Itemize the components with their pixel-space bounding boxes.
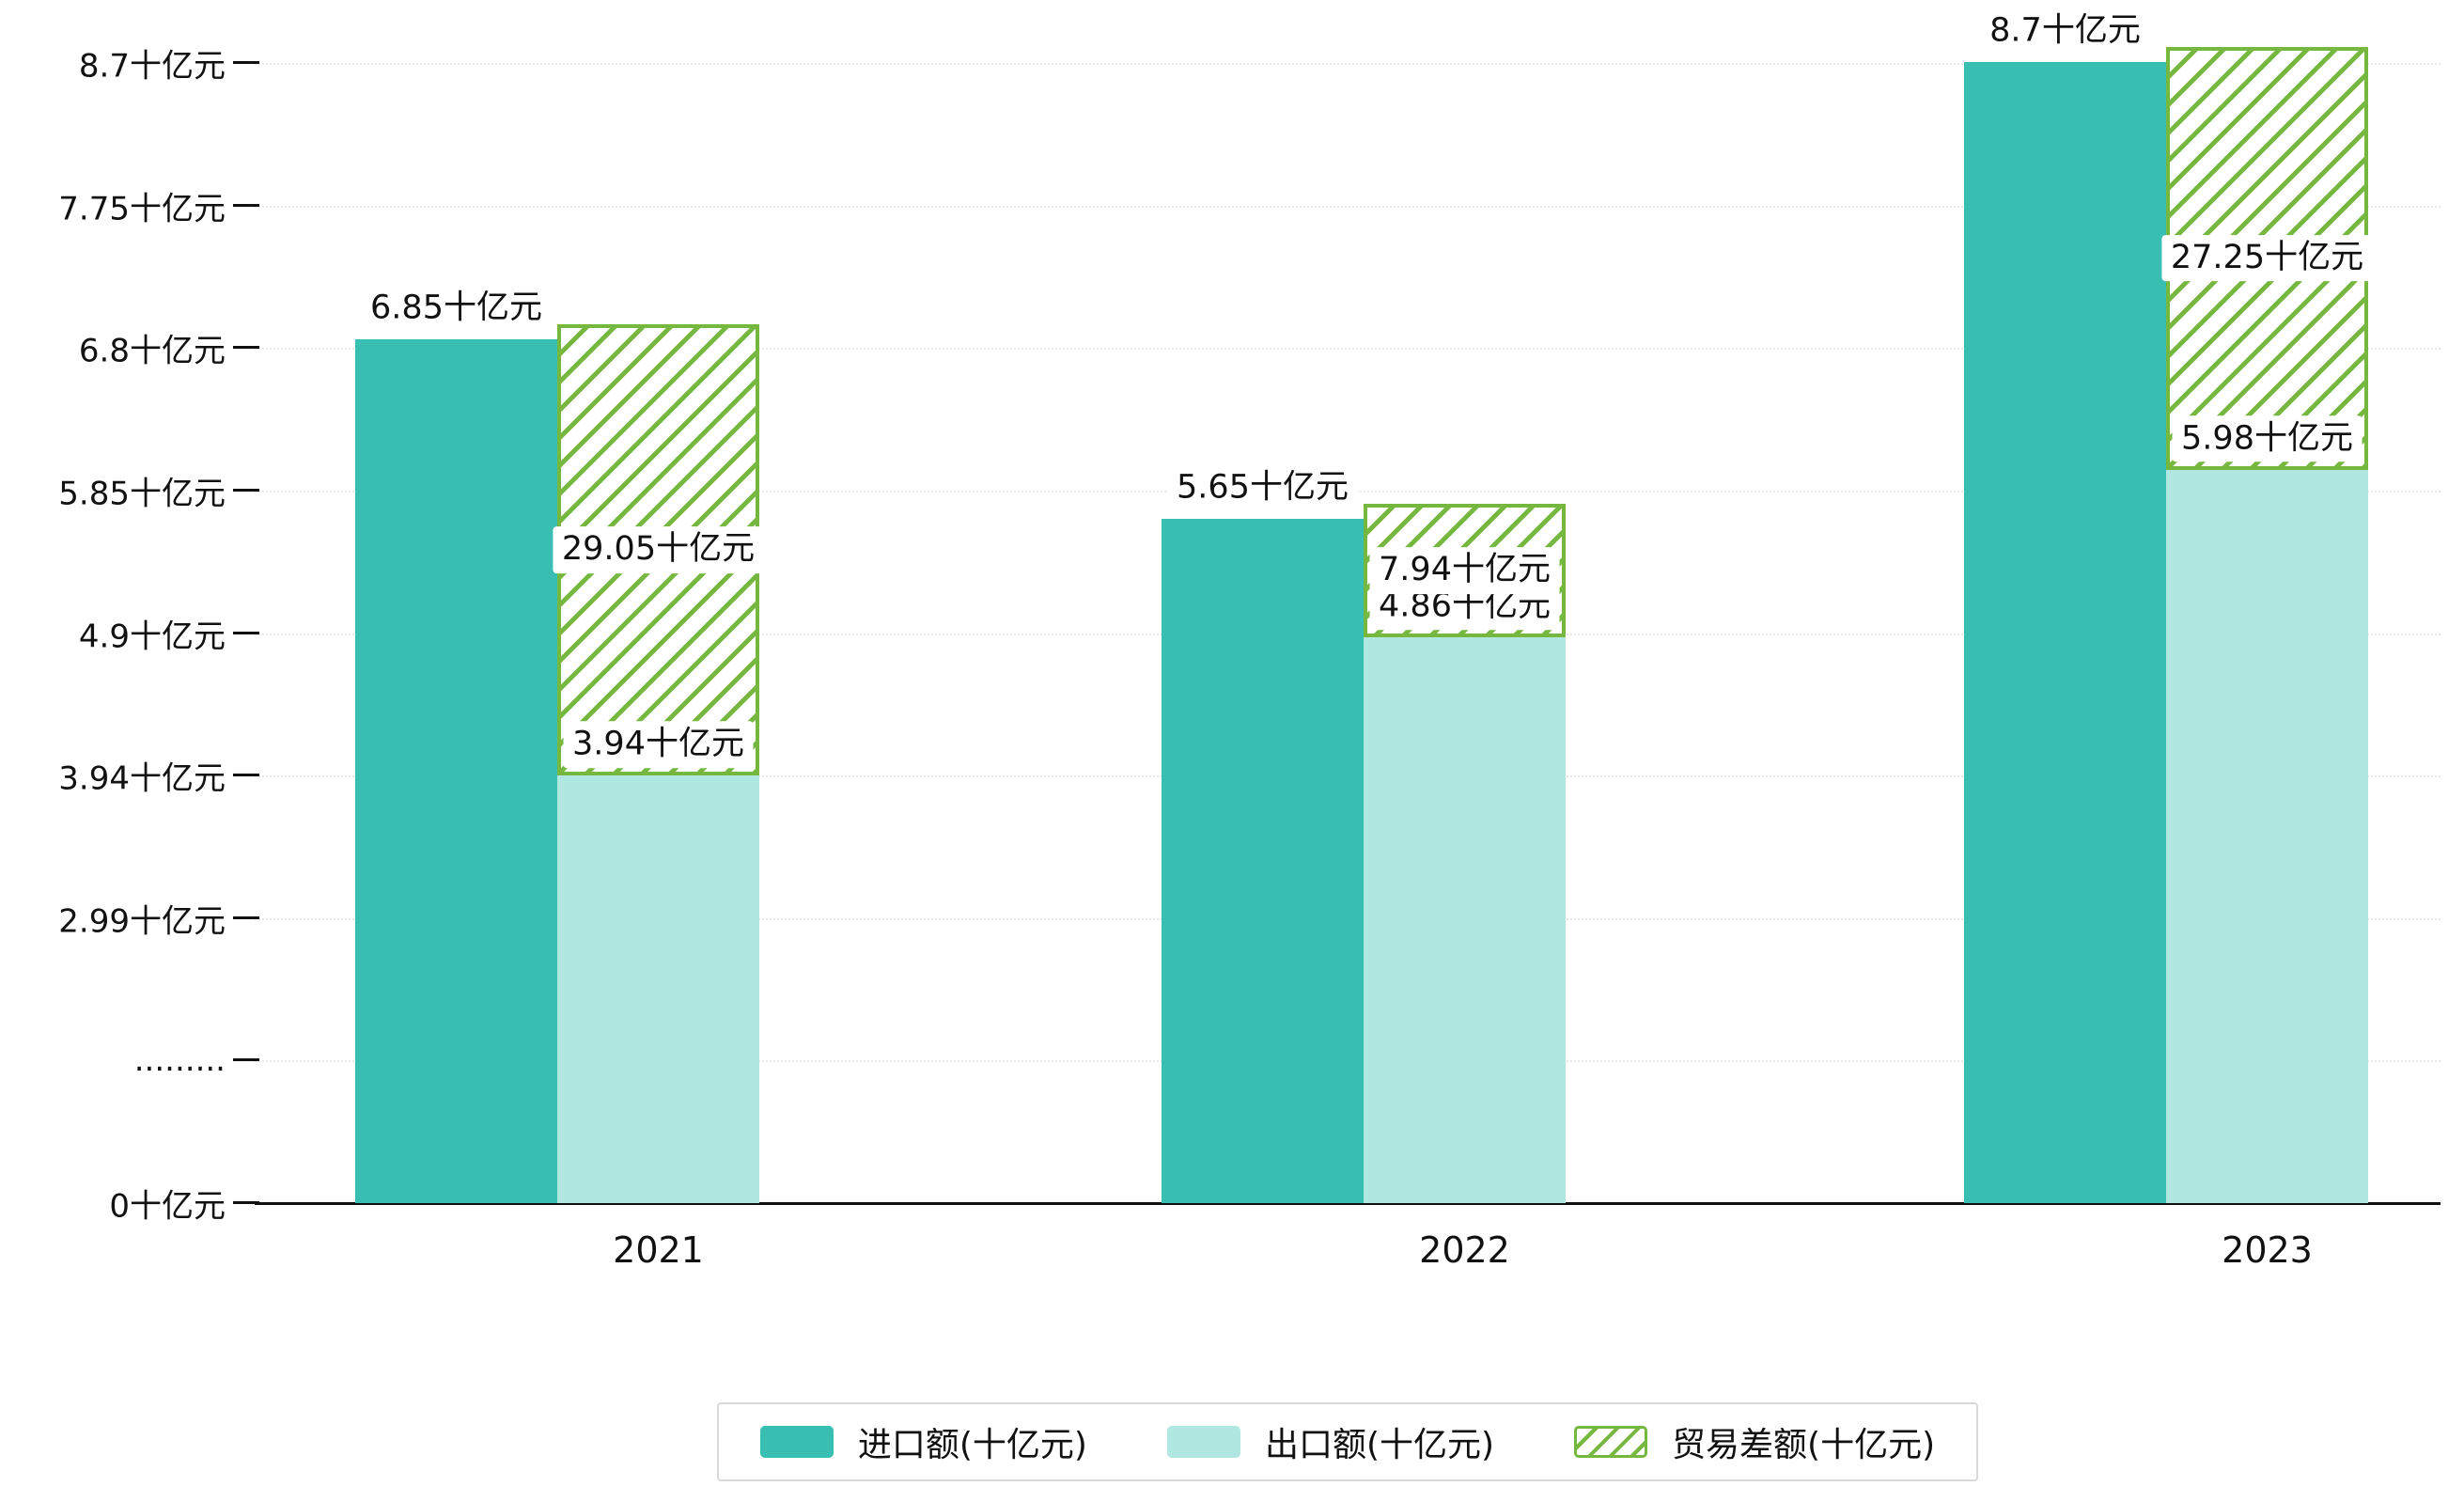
y-axis-tick — [233, 489, 259, 492]
trade-gap-value-label: 7.94十亿元 — [1369, 547, 1560, 595]
export-series-swatch-icon — [1166, 1426, 1240, 1458]
import-value-label: 6.85十亿元 — [361, 285, 552, 332]
trade-gap-value-label: 29.05十亿元 — [552, 526, 765, 573]
legend-item-export[interactable]: 出口额(十亿元) — [1166, 1417, 1495, 1466]
export-bar — [2166, 469, 2368, 1203]
export-value-label: 5.98十亿元 — [2172, 415, 2363, 462]
y-axis-tick — [233, 203, 259, 207]
export-bar — [1364, 637, 1566, 1203]
x-tick-label: 2022 — [1419, 1229, 1510, 1271]
legend-box: 进口额(十亿元) 出口额(十亿元) 贸易差额(十亿元) — [716, 1402, 1979, 1481]
y-axis-tick — [233, 774, 259, 777]
legend-item-import[interactable]: 进口额(十亿元) — [759, 1417, 1087, 1466]
import-series-swatch-icon — [759, 1426, 834, 1458]
y-axis-tick — [233, 346, 259, 350]
y-tick-label: 3.94十亿元 — [58, 759, 226, 798]
import-value-label: 8.7十亿元 — [1980, 7, 2150, 55]
y-tick-label: 4.9十亿元 — [78, 618, 226, 656]
trade-gap-series-swatch-icon — [1574, 1426, 1648, 1458]
import-bar — [1964, 61, 2166, 1203]
y-tick-label: ......... — [133, 1041, 226, 1080]
grid-line — [255, 348, 2441, 351]
y-tick-label: 7.75十亿元 — [58, 190, 226, 228]
export-value-label: 3.94十亿元 — [563, 721, 754, 769]
y-axis-tick — [233, 631, 259, 634]
grid-line — [255, 63, 2441, 66]
grid-line — [255, 205, 2441, 208]
legend-label-import: 进口额(十亿元) — [857, 1426, 1087, 1464]
y-tick-label: 8.7十亿元 — [78, 47, 226, 86]
y-axis-tick — [233, 61, 259, 65]
import-bar — [1162, 519, 1364, 1203]
trade-gap-value-label: 27.25十亿元 — [2160, 234, 2374, 282]
legend: 进口额(十亿元) 出口额(十亿元) 贸易差额(十亿元) — [255, 1402, 2441, 1481]
legend-label-export: 出口额(十亿元) — [1264, 1426, 1495, 1464]
y-tick-label: 5.85十亿元 — [58, 475, 226, 513]
import-value-label: 5.65十亿元 — [1167, 464, 1358, 512]
y-tick-label: 6.8十亿元 — [78, 332, 226, 370]
y-tick-label: 2.99十亿元 — [58, 902, 226, 941]
export-bar — [557, 775, 759, 1203]
import-bar — [355, 338, 557, 1203]
y-tick-label: 0十亿元 — [109, 1187, 226, 1226]
legend-label-trade-gap: 贸易差额(十亿元) — [1672, 1426, 1936, 1464]
x-tick-label: 2023 — [2222, 1229, 2313, 1271]
y-axis-tick — [233, 1201, 259, 1204]
y-axis-tick — [233, 1058, 259, 1062]
legend-item-trade-gap[interactable]: 贸易差额(十亿元) — [1574, 1417, 1935, 1466]
x-tick-label: 2021 — [613, 1229, 704, 1271]
x-axis-line — [255, 1202, 2441, 1205]
y-axis-tick — [233, 915, 259, 919]
